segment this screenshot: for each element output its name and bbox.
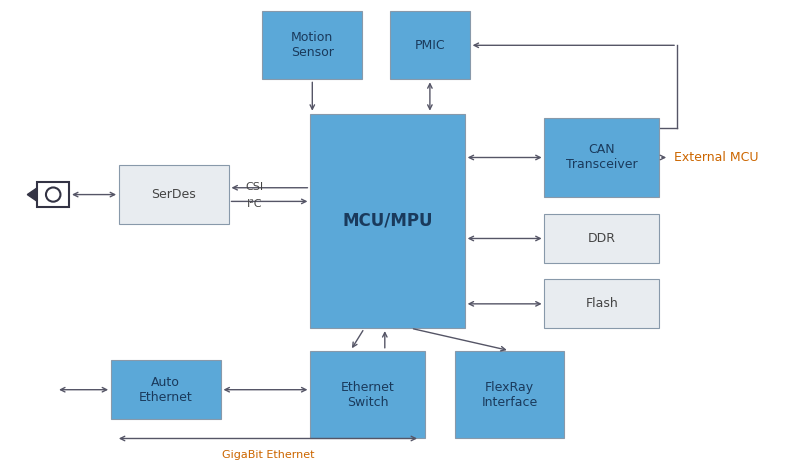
Bar [119,165,229,224]
Text: FlexRay
Interface: FlexRay Interface [482,381,538,408]
Text: External MCU: External MCU [674,151,758,164]
Text: Flash: Flash [586,298,618,310]
Text: CSI: CSI [246,182,263,192]
Bar [262,11,362,79]
Text: Motion
Sensor: Motion Sensor [291,31,334,59]
Text: CAN
Transceiver: CAN Transceiver [566,144,638,171]
Bar [455,351,565,438]
Bar [310,114,465,328]
Bar [390,11,470,79]
Text: Auto
Ethernet: Auto Ethernet [139,376,193,404]
Bar [545,214,659,263]
Text: DDR: DDR [588,232,616,245]
Text: PMIC: PMIC [414,39,446,52]
Bar [38,182,69,207]
Text: SerDes: SerDes [151,188,196,201]
Bar [310,351,425,438]
Text: GigaBit Ethernet: GigaBit Ethernet [222,450,314,460]
Text: I²C: I²C [246,199,262,209]
Text: Ethernet
Switch: Ethernet Switch [341,381,394,408]
Bar [545,118,659,196]
Bar [545,280,659,328]
Polygon shape [27,188,38,201]
Text: MCU/MPU: MCU/MPU [342,212,433,230]
Bar [111,360,221,419]
